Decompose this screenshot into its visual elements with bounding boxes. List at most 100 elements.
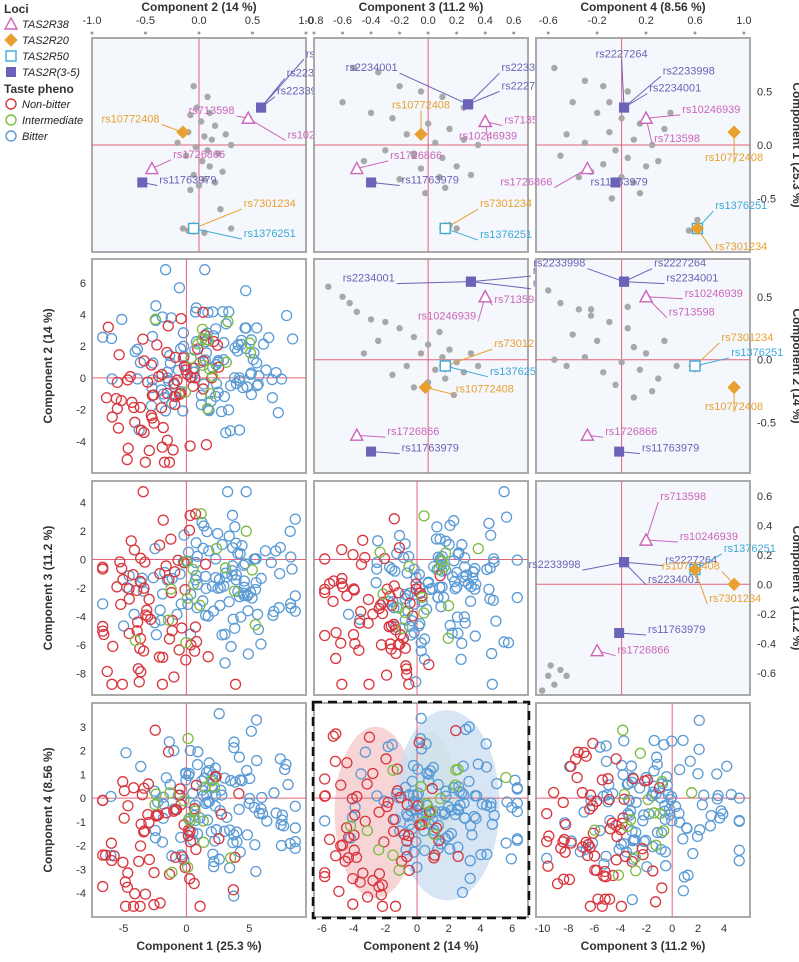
score-point-bitter [207, 860, 220, 873]
bottom-tick-label: -4 [615, 923, 625, 935]
score-point-bitter [231, 836, 243, 848]
loading-point [179, 225, 187, 232]
score-point-non-bitter [319, 553, 331, 565]
score-point-bitter [451, 581, 463, 593]
loading-point [436, 328, 443, 336]
score-point-bitter [251, 754, 263, 767]
score-point-non-bitter [335, 779, 347, 791]
score-point-non-bitter [401, 835, 413, 847]
marker-label: rs1376251 [480, 229, 532, 241]
leader-line [356, 160, 389, 170]
loading-point [339, 99, 346, 106]
score-point-bitter [191, 602, 203, 614]
score-point-bitter [431, 521, 443, 533]
score-point-bitter [228, 890, 240, 902]
loading-point [417, 165, 425, 172]
loading-point [195, 182, 203, 189]
score-point-non-bitter [202, 651, 214, 663]
score-point-bitter [265, 556, 277, 569]
score-point-non-bitter [137, 333, 149, 345]
loading-point [563, 131, 570, 138]
score-point-bitter [418, 633, 431, 645]
loading-point [575, 306, 582, 313]
score-point-non-bitter [106, 678, 118, 690]
score-point-non-bitter [142, 376, 154, 388]
score-point-intermediate [149, 799, 161, 811]
score-point-non-bitter [105, 837, 118, 849]
score-point-intermediate [618, 788, 631, 801]
score-point-bitter [249, 839, 261, 851]
score-point-intermediate [630, 865, 642, 877]
score-point-non-bitter [383, 621, 395, 633]
score-point-non-bitter [172, 554, 184, 566]
left-tick-label: 1 [80, 769, 86, 781]
score-point-non-bitter [542, 860, 554, 872]
score-point-non-bitter [615, 824, 627, 836]
loading-point [636, 366, 644, 373]
score-point-bitter [149, 832, 162, 844]
score-point-non-bitter [373, 868, 386, 880]
loading-point [547, 662, 554, 669]
score-point-intermediate [199, 781, 211, 793]
locus-marker [256, 102, 267, 113]
marker-label: rs10246939 [685, 288, 743, 300]
score-point-bitter [223, 596, 235, 608]
score-point-intermediate [656, 775, 668, 788]
score-point-bitter [725, 788, 737, 801]
score-point-bitter [456, 637, 468, 650]
marker-label: rs2234001 [648, 574, 700, 586]
score-point-bitter [285, 551, 297, 563]
score-point-bitter [199, 609, 212, 621]
left-tick-label: -2 [76, 583, 86, 595]
marker-label: rs7301234 [494, 338, 546, 350]
score-point-non-bitter [143, 444, 155, 457]
score-point-non-bitter [207, 335, 220, 348]
score-point-bitter [677, 885, 690, 897]
score-point-bitter [276, 814, 288, 826]
score-point-bitter [407, 759, 420, 772]
score-point-bitter [411, 804, 423, 816]
score-point-non-bitter [380, 753, 392, 765]
score-point-intermediate [685, 787, 698, 799]
score-point-non-bitter [149, 724, 161, 736]
legend-locus-label: TAS2R20 [22, 35, 70, 47]
score-point-bitter [401, 567, 413, 579]
score-point-non-bitter [97, 625, 109, 637]
score-point-bitter [435, 601, 447, 613]
locus-marker [439, 360, 451, 372]
score-point-non-bitter [647, 865, 659, 877]
score-point-bitter [168, 745, 180, 757]
score-point-bitter [190, 537, 202, 549]
loading-point [197, 118, 205, 125]
score-point-non-bitter [127, 900, 140, 912]
legend-locus-marker [5, 50, 17, 62]
top-tick-label: 0.0 [191, 15, 206, 27]
score-point-bitter [427, 761, 439, 774]
score-point-non-bitter [190, 843, 202, 856]
loading-point [217, 206, 224, 213]
score-point-non-bitter [113, 349, 125, 361]
score-point-non-bitter [559, 818, 572, 831]
loading-point [375, 337, 382, 345]
score-point-non-bitter [139, 888, 152, 900]
score-point-bitter [638, 809, 650, 821]
score-point-bitter [177, 340, 190, 352]
score-point-non-bitter [333, 885, 345, 898]
right-tick-label: -0.6 [757, 668, 776, 680]
marker-label: rs2233998 [528, 559, 580, 571]
score-point-non-bitter [188, 877, 200, 890]
score-point-bitter [183, 767, 195, 780]
score-point-bitter [164, 778, 176, 791]
score-point-intermediate [166, 866, 178, 879]
loading-point [630, 179, 638, 186]
score-point-non-bitter [97, 849, 109, 861]
score-point-bitter [578, 806, 590, 818]
top-axis-title: Component 4 (8.56 %) [580, 0, 705, 14]
score-point-non-bitter [129, 888, 141, 900]
score-point-bitter [209, 789, 222, 801]
leader-line [694, 569, 708, 605]
loading-point [648, 141, 656, 149]
score-point-intermediate [418, 510, 430, 522]
score-point-bitter [97, 331, 109, 343]
score-point-bitter [674, 816, 686, 828]
